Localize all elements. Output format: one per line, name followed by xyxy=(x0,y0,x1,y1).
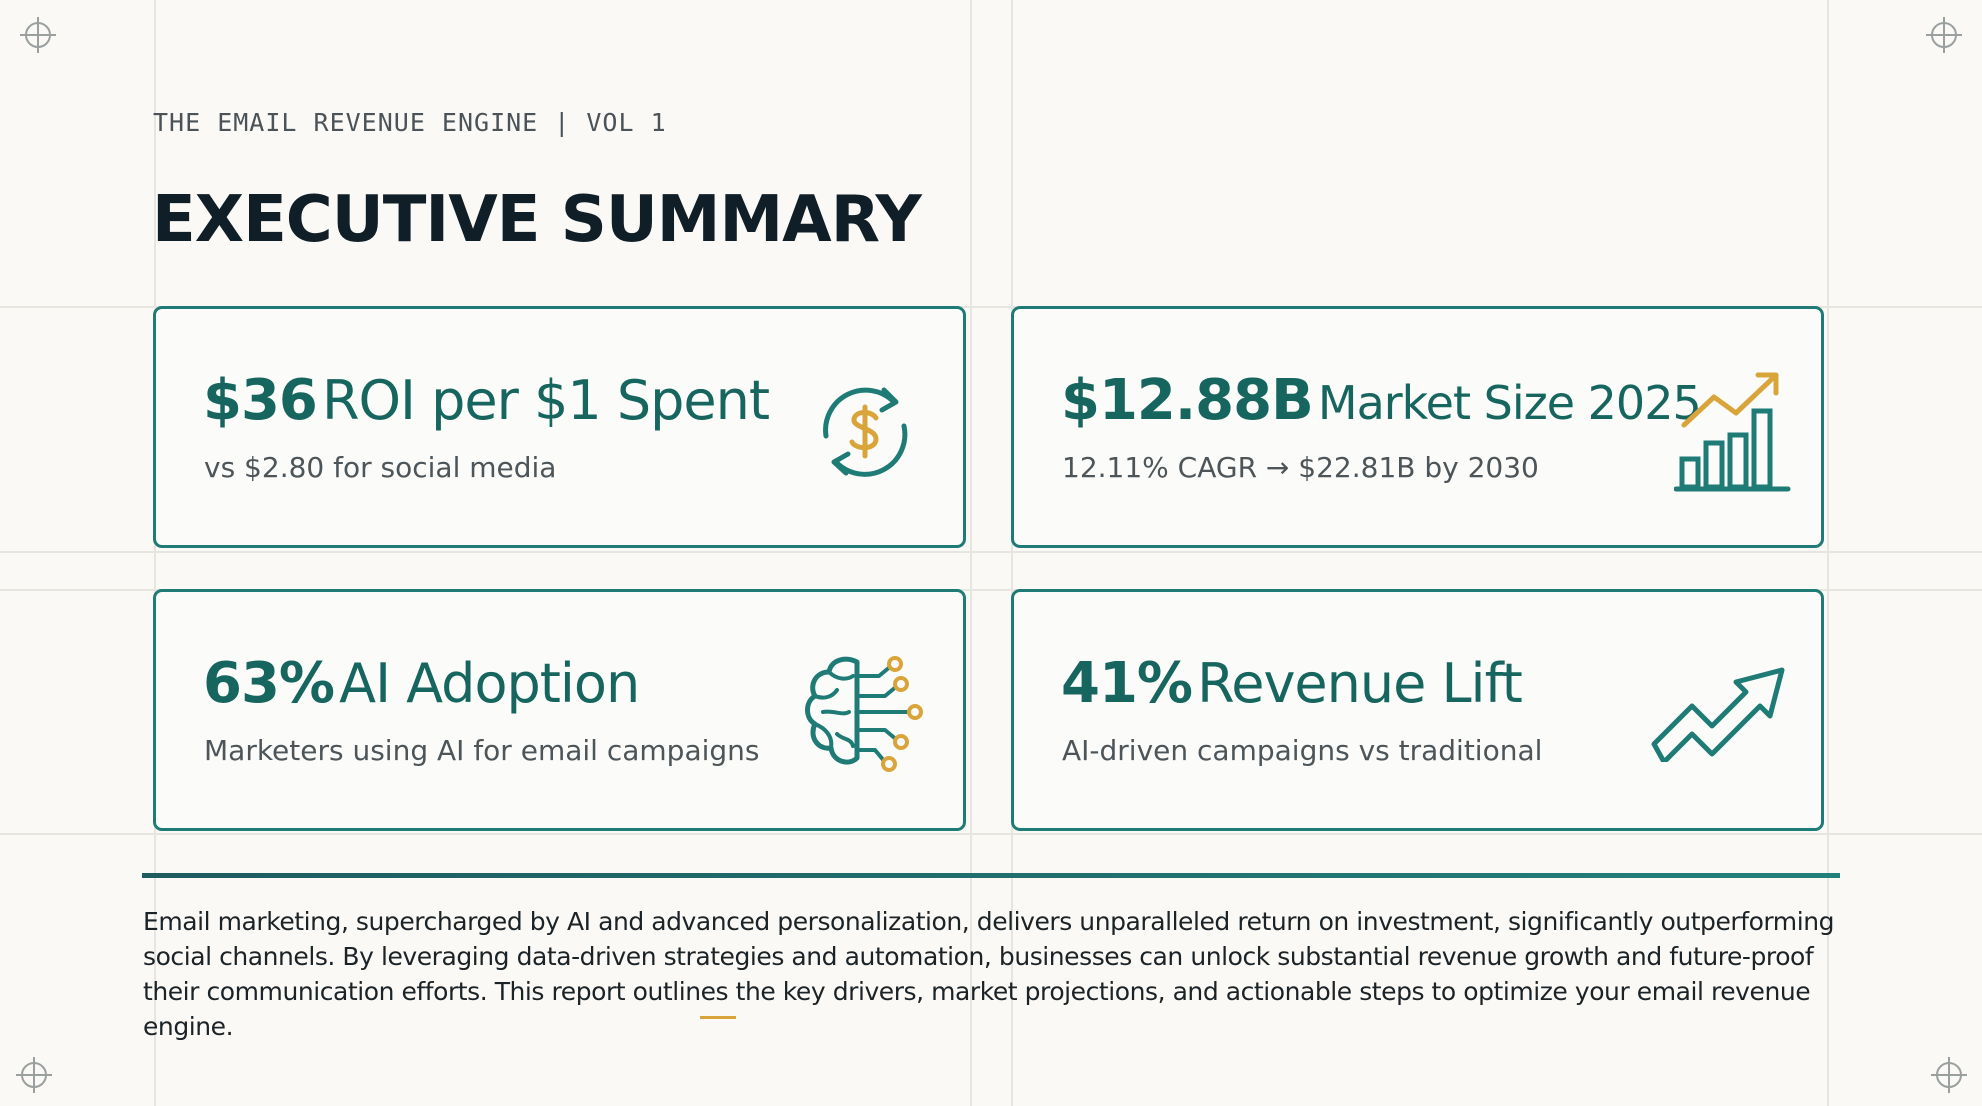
card-stat-label: AI Adoption xyxy=(339,652,640,715)
layout-guide-line xyxy=(0,589,1982,591)
card-subtitle: Marketers using AI for email campaigns xyxy=(204,734,760,767)
card-stat-value: 63% xyxy=(203,651,335,716)
layout-guide-line xyxy=(1827,0,1829,1106)
report-series-label: THE EMAIL REVENUE ENGINE | VOL 1 xyxy=(153,108,667,137)
card-headline: 63% AI Adoption xyxy=(203,656,640,712)
registration-mark-icon xyxy=(14,1055,54,1095)
card-headline: $12.88B Market Size 2025 xyxy=(1061,373,1702,430)
growth-bar-chart-icon xyxy=(1673,369,1794,494)
card-subtitle: AI-driven campaigns vs traditional xyxy=(1062,734,1543,767)
page-title: EXECUTIVE SUMMARY xyxy=(152,183,922,257)
card-stat-value: 41% xyxy=(1061,651,1193,716)
accent-underline xyxy=(700,1016,736,1019)
stat-card-market-size: $12.88B Market Size 2025 12.11% CAGR → $… xyxy=(1011,306,1824,548)
summary-paragraph: Email marketing, supercharged by AI and … xyxy=(143,907,1835,1041)
registration-mark-icon xyxy=(1929,1055,1969,1095)
card-headline: $36 ROI per $1 Spent xyxy=(203,373,770,429)
registration-mark-icon xyxy=(18,15,58,55)
ai-brain-circuit-icon xyxy=(801,654,926,772)
stat-card-revenue-lift: 41% Revenue Lift AI-driven campaigns vs … xyxy=(1011,589,1824,831)
trend-up-arrow-icon xyxy=(1650,664,1790,765)
section-divider xyxy=(142,873,1840,878)
stat-card-ai-adoption: 63% AI Adoption Marketers using AI for e… xyxy=(153,589,966,831)
layout-guide-line xyxy=(0,833,1982,835)
card-stat-label: ROI per $1 Spent xyxy=(322,369,770,432)
registration-mark-icon xyxy=(1924,15,1964,55)
dollar-cycle-icon xyxy=(806,374,921,489)
card-stat-label: Revenue Lift xyxy=(1197,652,1523,715)
layout-guide-line xyxy=(0,551,1982,553)
layout-guide-line xyxy=(0,306,1982,308)
card-subtitle: 12.11% CAGR → $22.81B by 2030 xyxy=(1062,451,1539,484)
card-stat-label: Market Size 2025 xyxy=(1317,376,1702,430)
layout-guide-line xyxy=(970,0,972,1106)
card-headline: 41% Revenue Lift xyxy=(1061,656,1523,712)
stat-card-roi: $36 ROI per $1 Spent vs $2.80 for social… xyxy=(153,306,966,548)
card-subtitle: vs $2.80 for social media xyxy=(204,451,557,484)
layout-guide-line xyxy=(154,0,156,1106)
card-stat-value: $36 xyxy=(203,368,318,433)
layout-guide-line xyxy=(1011,0,1013,1106)
card-stat-value: $12.88B xyxy=(1061,368,1314,433)
